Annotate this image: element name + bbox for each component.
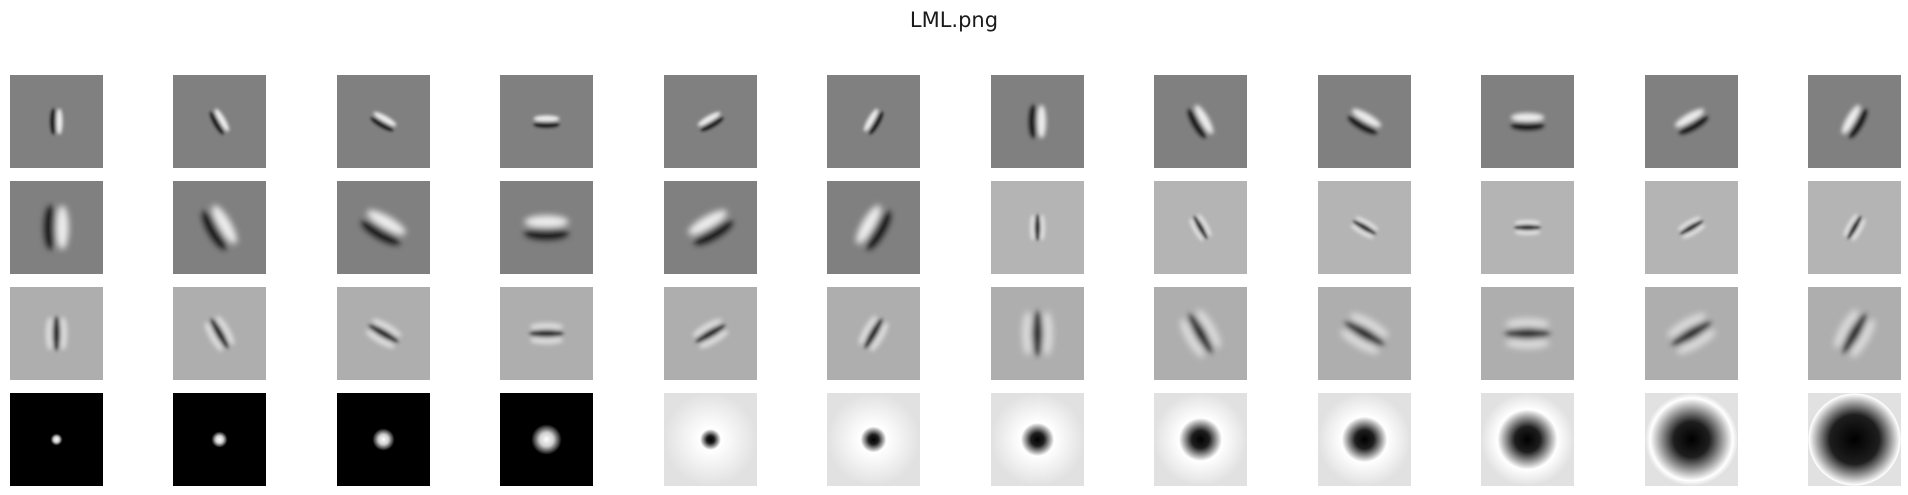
edge-filter-image — [664, 75, 757, 168]
log-filter-image — [1645, 393, 1738, 486]
filter-bar-r3-c10 — [1481, 287, 1574, 380]
filter-gaussian-r4-c4 — [500, 393, 593, 486]
bar-filter-image — [10, 287, 103, 380]
edge-filter-image — [1645, 75, 1738, 168]
filter-bar-r2-c11 — [1645, 181, 1738, 274]
filter-bar-r3-c8 — [1154, 287, 1247, 380]
filter-bar-r3-c11 — [1645, 287, 1738, 380]
bar-filter-image — [664, 287, 757, 380]
gaussian-filter-image — [500, 393, 593, 486]
filter-edge-r1-c2 — [173, 75, 266, 168]
filter-log-r4-c8 — [1154, 393, 1247, 486]
filter-edge-r2-c5 — [664, 181, 757, 274]
bar-filter-image — [1481, 181, 1574, 274]
log-filter-image — [991, 393, 1084, 486]
filter-bar-r3-c4 — [500, 287, 593, 380]
edge-filter-image — [173, 75, 266, 168]
bar-filter-image — [991, 181, 1084, 274]
filter-bar-r3-c1 — [10, 287, 103, 380]
filter-edge-r1-c3 — [337, 75, 430, 168]
bar-filter-image — [1318, 181, 1411, 274]
filter-edge-r1-c8 — [1154, 75, 1247, 168]
filter-bar-r2-c12 — [1808, 181, 1901, 274]
filter-edge-r2-c3 — [337, 181, 430, 274]
log-filter-image — [664, 393, 757, 486]
filter-gaussian-r4-c2 — [173, 393, 266, 486]
bar-filter-image — [1645, 287, 1738, 380]
filter-edge-r1-c6 — [827, 75, 920, 168]
filter-log-r4-c7 — [991, 393, 1084, 486]
page-title: LML.png — [909, 8, 999, 32]
filter-log-r4-c9 — [1318, 393, 1411, 486]
edge-filter-image — [827, 75, 920, 168]
filter-bar-r2-c8 — [1154, 181, 1247, 274]
log-filter-image — [827, 393, 920, 486]
filter-bar-r2-c7 — [991, 181, 1084, 274]
filter-log-r4-c5 — [664, 393, 757, 486]
filter-edge-r1-c12 — [1808, 75, 1901, 168]
filter-edge-r1-c10 — [1481, 75, 1574, 168]
edge-filter-image — [10, 181, 103, 274]
filter-log-r4-c10 — [1481, 393, 1574, 486]
bar-filter-image — [1481, 287, 1574, 380]
bar-filter-image — [1808, 181, 1901, 274]
gaussian-filter-image — [10, 393, 103, 486]
filter-edge-r2-c1 — [10, 181, 103, 274]
bar-filter-image — [1154, 287, 1247, 380]
filter-edge-r2-c4 — [500, 181, 593, 274]
edge-filter-image — [1318, 75, 1411, 168]
filter-gaussian-r4-c1 — [10, 393, 103, 486]
filter-edge-r1-c11 — [1645, 75, 1738, 168]
filter-log-r4-c6 — [827, 393, 920, 486]
filter-bar-r3-c5 — [664, 287, 757, 380]
edge-filter-image — [337, 75, 430, 168]
bar-filter-image — [1808, 287, 1901, 380]
edge-filter-image — [1481, 75, 1574, 168]
log-filter-image — [1318, 393, 1411, 486]
filter-edge-r1-c9 — [1318, 75, 1411, 168]
edge-filter-image — [1808, 75, 1901, 168]
edge-filter-image — [173, 181, 266, 274]
bar-filter-image — [991, 287, 1084, 380]
bar-filter-image — [827, 287, 920, 380]
filter-bar-r3-c9 — [1318, 287, 1411, 380]
edge-filter-image — [500, 181, 593, 274]
gaussian-filter-image — [173, 393, 266, 486]
filter-edge-r1-c1 — [10, 75, 103, 168]
filter-bar-r3-c7 — [991, 287, 1084, 380]
log-filter-image — [1481, 393, 1574, 486]
filter-edge-r1-c7 — [991, 75, 1084, 168]
filter-bar-r3-c2 — [173, 287, 266, 380]
filter-gaussian-r4-c3 — [337, 393, 430, 486]
edge-filter-image — [10, 75, 103, 168]
log-filter-image — [1808, 393, 1901, 486]
filter-log-r4-c11 — [1645, 393, 1738, 486]
filter-bar-r2-c9 — [1318, 181, 1411, 274]
filter-log-r4-c12 — [1808, 393, 1901, 486]
filter-edge-r1-c5 — [664, 75, 757, 168]
edge-filter-image — [664, 181, 757, 274]
bar-filter-image — [500, 287, 593, 380]
edge-filter-image — [991, 75, 1084, 168]
edge-filter-image — [337, 181, 430, 274]
bar-filter-image — [337, 287, 430, 380]
edge-filter-image — [1154, 75, 1247, 168]
bar-filter-image — [1154, 181, 1247, 274]
filter-bar-r3-c6 — [827, 287, 920, 380]
filter-edge-r1-c4 — [500, 75, 593, 168]
bar-filter-image — [1318, 287, 1411, 380]
filter-bar-r2-c10 — [1481, 181, 1574, 274]
filter-edge-r2-c2 — [173, 181, 266, 274]
edge-filter-image — [500, 75, 593, 168]
bar-filter-image — [173, 287, 266, 380]
filter-edge-r2-c6 — [827, 181, 920, 274]
bar-filter-image — [1645, 181, 1738, 274]
filter-bar-r3-c3 — [337, 287, 430, 380]
edge-filter-image — [827, 181, 920, 274]
gaussian-filter-image — [337, 393, 430, 486]
filter-bar-r3-c12 — [1808, 287, 1901, 380]
log-filter-image — [1154, 393, 1247, 486]
